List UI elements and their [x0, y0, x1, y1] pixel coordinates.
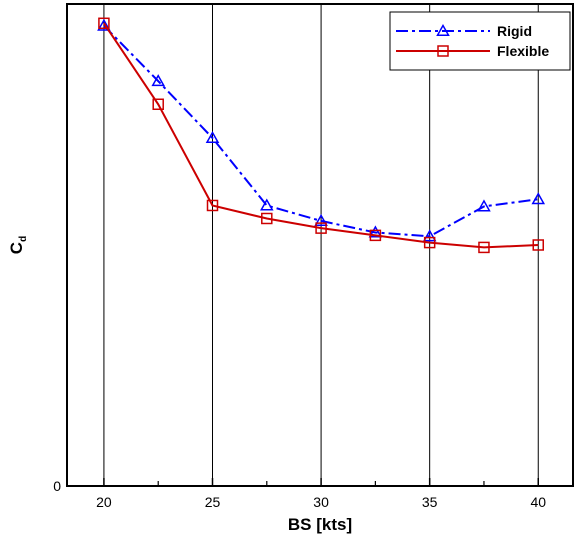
y-axis-label-main: C	[7, 242, 26, 254]
series-flexible	[98, 17, 545, 254]
data-point-rigid	[531, 192, 546, 205]
x-tick-label: 30	[313, 494, 329, 510]
data-point-flexible	[532, 239, 545, 251]
y-axis-label-subscript: d	[18, 236, 29, 242]
legend-label-flexible: Flexible	[497, 43, 549, 59]
data-point-rigid	[368, 225, 383, 238]
data-point-flexible	[261, 212, 273, 225]
legend-entry-flexible: Flexible	[396, 43, 549, 59]
series-line-flexible	[103, 22, 539, 249]
x-axis-label: BS [kts]	[288, 515, 352, 534]
x-tick-label: 35	[422, 494, 438, 510]
series-layer	[97, 17, 546, 254]
tick-layer: 20 25 30 35 40 0	[53, 478, 546, 510]
legend-marker-flexible	[437, 45, 449, 57]
data-point-flexible	[478, 241, 490, 254]
plot-frame	[66, 3, 574, 487]
data-point-rigid	[97, 18, 111, 31]
data-point-rigid	[260, 198, 274, 211]
data-point-rigid	[314, 213, 328, 226]
x-tick-label: 20	[96, 494, 112, 510]
data-point-rigid	[151, 74, 165, 87]
data-point-flexible	[206, 199, 219, 212]
x-tick-label: 40	[530, 494, 546, 510]
legend-entry-rigid: Rigid	[396, 23, 532, 39]
y-tick-label: 0	[53, 478, 61, 494]
legend-marker-rigid	[436, 23, 450, 37]
data-point-flexible	[423, 236, 436, 249]
data-point-rigid	[477, 199, 491, 212]
data-point-flexible	[98, 17, 110, 30]
grid-layer	[103, 4, 539, 486]
x-tick-label: 25	[205, 494, 221, 510]
data-point-rigid	[205, 130, 220, 144]
svg-text:Cd: Cd	[7, 236, 29, 254]
legend-box	[389, 11, 571, 71]
y-axis-label: Cd	[7, 236, 29, 254]
data-point-flexible	[315, 222, 327, 234]
series-line-rigid	[103, 24, 539, 238]
legend-label-rigid: Rigid	[497, 23, 532, 39]
data-point-flexible	[152, 98, 164, 111]
legend: Rigid Flexible	[389, 11, 571, 71]
data-point-rigid	[422, 229, 437, 242]
series-rigid	[97, 18, 546, 242]
data-point-flexible	[369, 229, 382, 242]
